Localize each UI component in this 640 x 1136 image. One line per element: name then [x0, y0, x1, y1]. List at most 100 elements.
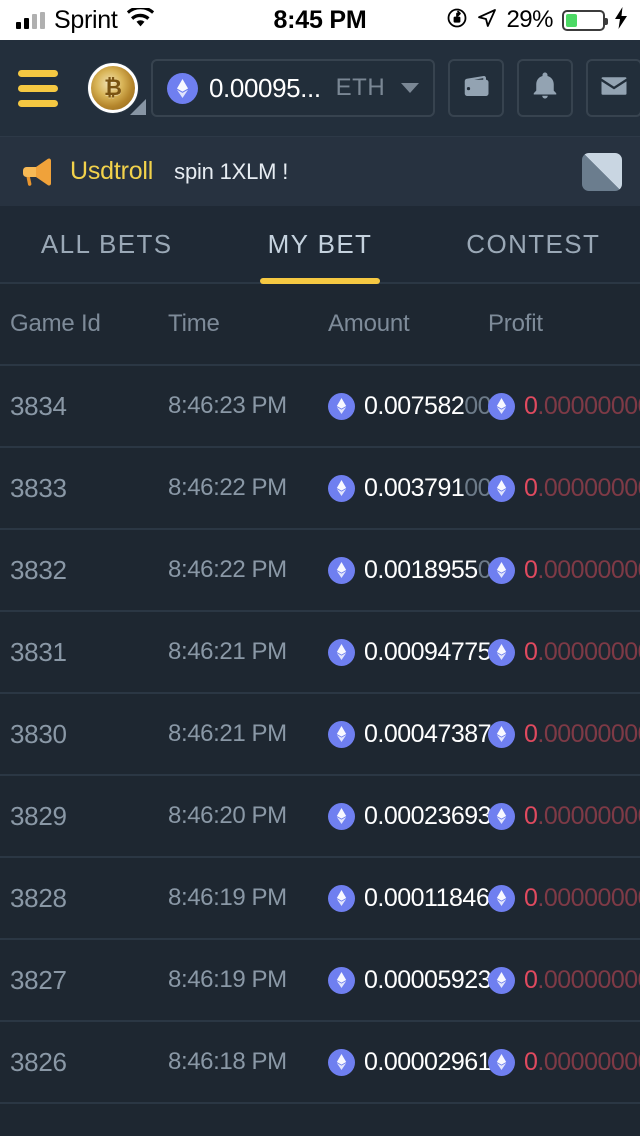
ethereum-icon	[488, 556, 515, 584]
cell-amount: 0.00005923	[328, 966, 492, 995]
cell-time: 8:46:19 PM	[168, 966, 287, 993]
ethereum-icon	[328, 966, 355, 994]
app-header: 0.00095... ETH	[0, 40, 640, 136]
table-header-row: Game Id Time Amount Profit	[0, 284, 640, 366]
location-arrow-icon	[477, 8, 497, 33]
table-row[interactable]: 3829 8:46:20 PM 0.00023693 0.00000000	[0, 776, 640, 858]
status-bar-left: Sprint	[0, 5, 154, 35]
ethereum-icon	[328, 638, 355, 666]
cell-game-id: 3826	[10, 1046, 67, 1077]
messages-button[interactable]	[586, 59, 640, 117]
wallet-icon	[461, 71, 491, 106]
cell-amount: 0.00758200	[328, 392, 492, 421]
bets-table-body: 3834 8:46:23 PM 0.00758200 0.00000000 3833 8:…	[0, 366, 640, 1104]
notifications-button[interactable]	[517, 59, 574, 117]
avatar-corner-badge	[130, 99, 146, 115]
cell-profit: 0.00000000	[488, 720, 640, 749]
table-row[interactable]: 3826 8:46:18 PM 0.00002961 0.00000000	[0, 1022, 640, 1104]
cell-profit: 0.00000000	[488, 474, 640, 503]
bets-tab-bar: ALL BETS MY BET CONTEST	[0, 206, 640, 284]
ethereum-icon	[328, 884, 355, 912]
signal-bars-icon	[16, 11, 45, 29]
ethereum-icon	[488, 884, 515, 912]
announcement-username[interactable]: Usdtroll	[70, 157, 154, 185]
tab-all-bets[interactable]: ALL BETS	[40, 228, 173, 259]
rotation-lock-icon	[446, 7, 468, 34]
ethereum-icon	[488, 392, 515, 420]
ethereum-icon	[167, 72, 198, 104]
cell-amount: 0.00047387	[328, 720, 492, 749]
cell-game-id: 3830	[10, 718, 67, 749]
chevron-down-icon	[401, 83, 420, 93]
wifi-icon	[126, 5, 154, 33]
tab-my-bet[interactable]: MY BET	[213, 206, 426, 282]
column-header-profit: Profit	[488, 310, 543, 337]
wallet-button[interactable]	[448, 59, 505, 117]
cell-game-id: 3827	[10, 964, 67, 995]
bell-icon	[530, 71, 560, 106]
balance-amount: 0.00095...	[209, 72, 321, 103]
column-header-game-id: Game Id	[10, 310, 101, 337]
cell-amount: 0.00002961	[328, 1048, 492, 1077]
table-row[interactable]: 3827 8:46:19 PM 0.00005923 0.00000000	[0, 940, 640, 1022]
cell-profit: 0.00000000	[488, 392, 640, 421]
ethereum-icon	[328, 474, 355, 502]
status-bar: Sprint 8:45 PM 29%	[0, 0, 640, 40]
megaphone-icon	[18, 157, 56, 187]
balance-selector[interactable]: 0.00095... ETH	[151, 59, 436, 117]
hamburger-icon[interactable]	[14, 64, 62, 113]
cell-profit: 0.00000000	[488, 1048, 640, 1077]
cell-profit: 0.00000000	[488, 884, 640, 913]
cell-time: 8:46:21 PM	[168, 638, 287, 665]
cell-profit: 0.00000000	[488, 802, 640, 831]
table-row[interactable]: 3832 8:46:22 PM 0.00189550 0.00000000	[0, 530, 640, 612]
cell-amount: 0.00011846	[328, 884, 490, 913]
cell-time: 8:46:21 PM	[168, 720, 287, 747]
carrier-label: Sprint	[54, 5, 118, 34]
ethereum-icon	[488, 638, 515, 666]
cell-time: 8:46:20 PM	[168, 802, 287, 829]
cell-game-id: 3831	[10, 636, 67, 667]
table-row[interactable]: 3828 8:46:19 PM 0.00011846 0.00000000	[0, 858, 640, 940]
cell-profit: 0.00000000	[488, 638, 640, 667]
ethereum-icon	[488, 720, 515, 748]
cell-game-id: 3829	[10, 800, 67, 831]
cell-game-id: 3828	[10, 882, 67, 913]
ethereum-icon	[328, 556, 355, 584]
cell-amount: 0.00023693	[328, 802, 492, 831]
battery-icon	[562, 9, 608, 31]
chat-bubble-icon[interactable]	[582, 152, 622, 191]
tab-contest[interactable]: CONTEST	[466, 228, 601, 259]
ethereum-icon	[488, 474, 515, 502]
table-row[interactable]: 3833 8:46:22 PM 0.00379100 0.00000000	[0, 448, 640, 530]
cell-amount: 0.00379100	[328, 474, 492, 503]
column-header-amount: Amount	[328, 310, 410, 337]
ethereum-icon	[488, 966, 515, 994]
ethereum-icon	[328, 1048, 355, 1076]
battery-percent-label: 29%	[506, 6, 553, 33]
cell-amount: 0.00189550	[328, 556, 492, 585]
bitcoin-avatar[interactable]	[88, 63, 146, 115]
column-header-time: Time	[168, 310, 220, 337]
cell-game-id: 3834	[10, 390, 67, 421]
cell-time: 8:46:22 PM	[168, 474, 287, 501]
charging-bolt-icon	[614, 6, 628, 34]
ethereum-icon	[328, 802, 355, 830]
cell-time: 8:46:22 PM	[168, 556, 287, 583]
cell-game-id: 3833	[10, 472, 67, 503]
cell-profit: 0.00000000	[488, 966, 640, 995]
ethereum-icon	[488, 1048, 515, 1076]
ethereum-icon	[328, 720, 355, 748]
cell-amount: 0.00094775	[328, 638, 492, 667]
cell-time: 8:46:19 PM	[168, 884, 287, 911]
announcement-bar: Usdtroll spin 1XLM !	[0, 136, 640, 206]
table-row[interactable]: 3830 8:46:21 PM 0.00047387 0.00000000	[0, 694, 640, 776]
balance-currency: ETH	[335, 74, 386, 101]
table-row[interactable]: 3831 8:46:21 PM 0.00094775 0.00000000	[0, 612, 640, 694]
announcement-message: spin 1XLM !	[174, 158, 289, 184]
cell-profit: 0.00000000	[488, 556, 640, 585]
status-bar-time: 8:45 PM	[273, 5, 367, 34]
cell-time: 8:46:23 PM	[168, 392, 287, 419]
cell-game-id: 3832	[10, 554, 67, 585]
table-row[interactable]: 3834 8:46:23 PM 0.00758200 0.00000000	[0, 366, 640, 448]
